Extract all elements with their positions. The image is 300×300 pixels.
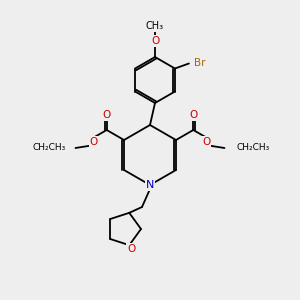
Text: CH₂CH₃: CH₂CH₃ [236, 143, 270, 152]
Text: O: O [151, 36, 159, 46]
Text: CH₃: CH₃ [146, 21, 164, 31]
Text: O: O [127, 244, 135, 254]
Text: O: O [189, 110, 197, 120]
Text: CH₂CH₃: CH₂CH₃ [32, 143, 65, 152]
Text: Br: Br [194, 58, 206, 68]
Text: O: O [89, 137, 98, 147]
Text: O: O [103, 110, 111, 120]
Text: O: O [202, 137, 211, 147]
Text: N: N [146, 180, 154, 190]
